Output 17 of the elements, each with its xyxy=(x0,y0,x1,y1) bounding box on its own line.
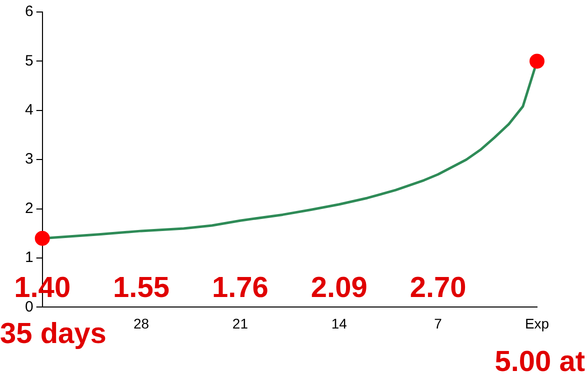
x-tick-label: 21 xyxy=(232,315,248,332)
x-tick-label: 14 xyxy=(331,315,348,332)
y-tick-label: 5 xyxy=(25,52,34,70)
x-tick-label: 7 xyxy=(434,315,442,332)
y-tick-label: 3 xyxy=(25,150,34,168)
annotation: 1.76 xyxy=(212,272,268,304)
y-tick-label: 1 xyxy=(25,249,34,266)
annotation: 2.09 xyxy=(310,272,368,304)
x-tick-label: 28 xyxy=(133,315,150,332)
x-tick-label: Exp xyxy=(524,315,550,332)
y-tick-label: 4 xyxy=(25,102,34,119)
annotation: 1.55 xyxy=(113,272,170,304)
y-tick-label: 6 xyxy=(25,3,34,20)
y-tick-label: 2 xyxy=(25,200,34,217)
text: 35 days xyxy=(0,318,106,350)
text: 5.00 at xyxy=(494,346,586,374)
annotation: 2.70 xyxy=(410,272,466,304)
